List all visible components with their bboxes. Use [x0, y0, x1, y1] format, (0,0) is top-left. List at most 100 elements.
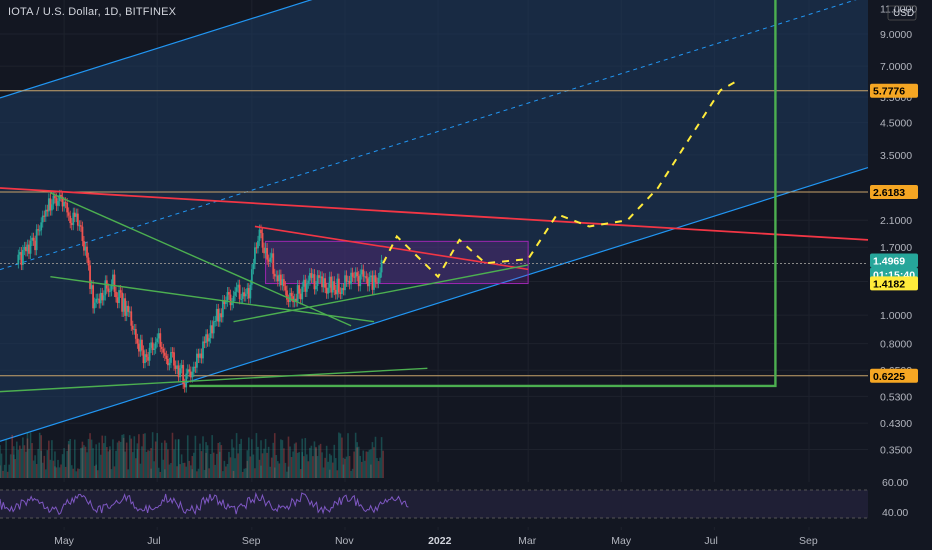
currency-box — [887, 5, 917, 21]
volume-bar — [148, 450, 151, 478]
price-tag-label: 1.4182 — [873, 278, 905, 290]
candle-body — [255, 247, 258, 249]
volume-bar — [41, 462, 44, 478]
candle-body — [211, 325, 214, 334]
volume-bar — [241, 471, 244, 478]
volume-bar — [118, 440, 120, 478]
candle-body — [330, 276, 333, 293]
volume-bar — [144, 433, 146, 478]
candle-body — [35, 229, 38, 251]
volume-bar — [112, 439, 114, 478]
candle-body — [199, 353, 201, 358]
candle-body — [136, 338, 139, 344]
candle-body — [260, 229, 262, 234]
volume-bar — [52, 460, 55, 478]
candle-body — [191, 371, 194, 378]
volume-bar — [177, 439, 180, 478]
volume-bar — [359, 455, 362, 478]
volume-bar — [19, 445, 21, 478]
volume-bar — [136, 449, 139, 478]
candle-body — [50, 204, 53, 211]
candle-body — [363, 276, 366, 278]
volume-bar — [54, 466, 56, 478]
candle-body — [119, 290, 122, 293]
candle-body — [25, 246, 27, 252]
candle-body — [373, 275, 375, 290]
volume-bar — [202, 436, 204, 478]
volume-bar — [83, 445, 85, 478]
candle-body — [275, 275, 278, 277]
volume-bar — [191, 469, 194, 478]
volume-bar — [17, 449, 20, 478]
candle-body — [57, 201, 59, 206]
candle-body — [93, 302, 96, 309]
volume-bar — [322, 467, 325, 478]
volume-bar — [11, 434, 14, 478]
volume-bar — [150, 448, 152, 478]
candle-body — [312, 274, 314, 278]
candle-body — [47, 198, 50, 212]
candle-body — [125, 305, 128, 316]
volume-bar — [130, 438, 133, 478]
candle-body — [295, 298, 298, 302]
candle-body — [157, 333, 160, 339]
candle-body — [356, 272, 359, 277]
candle-body — [327, 287, 330, 294]
candle-body — [44, 209, 47, 217]
volume-bar — [267, 446, 270, 478]
volume-bar — [6, 471, 9, 478]
candle-body — [252, 263, 255, 270]
candle-body — [197, 353, 200, 358]
candle-body — [272, 253, 275, 274]
volume-bar — [209, 453, 212, 478]
candle-body — [144, 354, 146, 364]
candle-body — [84, 246, 87, 251]
volume-bar — [254, 468, 256, 478]
volume-bar — [368, 449, 371, 478]
trendline-down-2 — [50, 276, 375, 323]
volume-bar — [99, 454, 102, 478]
candle-body — [286, 290, 288, 300]
volume-bar — [295, 442, 297, 478]
candle-body — [26, 244, 29, 252]
volume-bar — [270, 457, 273, 478]
volume-bar — [67, 440, 70, 478]
candle-body — [220, 313, 223, 318]
volume-bar — [81, 441, 84, 478]
volume-bar — [147, 450, 149, 478]
candle-body — [134, 329, 137, 339]
volume-bar — [73, 439, 76, 478]
candle-body — [241, 292, 244, 299]
volume-bar — [333, 444, 336, 478]
candle-body — [205, 334, 207, 343]
volume-bar — [225, 466, 227, 478]
x-tick-label: 2022 — [428, 535, 452, 547]
volume-bar — [113, 466, 116, 478]
candle-body — [186, 369, 189, 374]
volume-bar — [182, 462, 184, 478]
candle-body — [208, 338, 211, 342]
price-tag-bg — [870, 184, 918, 199]
candle-body — [37, 229, 40, 231]
volume-bar — [197, 468, 200, 478]
candle-body — [196, 353, 198, 368]
candle-body — [206, 334, 209, 342]
volume-bar — [306, 454, 308, 478]
candle-body — [228, 292, 230, 295]
volume-bar — [370, 464, 372, 478]
candle-body — [145, 354, 148, 358]
x-tick-label: Jul — [147, 535, 160, 547]
volume-bar — [131, 452, 134, 478]
y-tick-label: 0.4300 — [880, 418, 912, 430]
candle-body — [99, 292, 102, 304]
candle-body — [67, 212, 70, 216]
candle-body — [304, 279, 307, 292]
candle-body — [379, 272, 381, 278]
volume-bar — [339, 433, 342, 478]
candle-body — [43, 215, 46, 217]
candle-body — [79, 225, 82, 227]
volume-bar — [315, 448, 317, 478]
candle-body — [350, 272, 352, 285]
volume-bar — [3, 464, 6, 478]
